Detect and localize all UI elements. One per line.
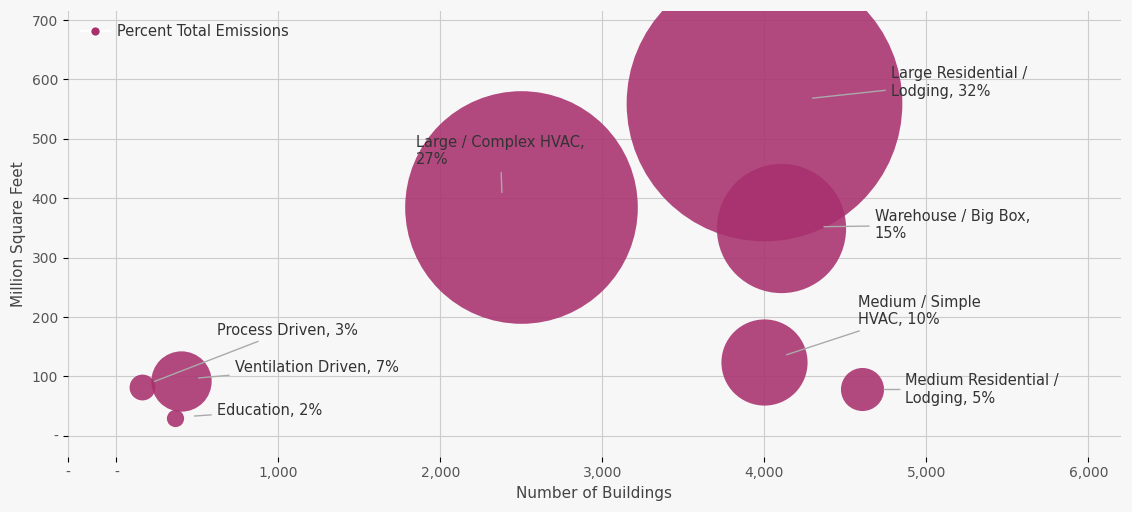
Point xyxy=(755,357,773,366)
X-axis label: Number of Buildings: Number of Buildings xyxy=(516,486,672,501)
Text: Education, 2%: Education, 2% xyxy=(195,403,323,418)
Text: Process Driven, 3%: Process Driven, 3% xyxy=(155,323,358,381)
Text: Ventilation Driven, 7%: Ventilation Driven, 7% xyxy=(198,360,398,378)
Point xyxy=(172,377,190,385)
Legend: Percent Total Emissions: Percent Total Emissions xyxy=(75,18,295,45)
Text: Large / Complex HVAC,
27%: Large / Complex HVAC, 27% xyxy=(417,135,585,193)
Text: Medium / Simple
HVAC, 10%: Medium / Simple HVAC, 10% xyxy=(787,295,981,355)
Point xyxy=(513,203,531,211)
Point xyxy=(772,224,790,232)
Y-axis label: Million Square Feet: Million Square Feet xyxy=(11,161,26,307)
Text: Warehouse / Big Box,
15%: Warehouse / Big Box, 15% xyxy=(824,209,1030,241)
Point xyxy=(755,99,773,108)
Point xyxy=(165,414,183,422)
Text: Medium Residential /
Lodging, 5%: Medium Residential / Lodging, 5% xyxy=(884,373,1060,406)
Point xyxy=(134,383,152,391)
Text: Large Residential /
Lodging, 32%: Large Residential / Lodging, 32% xyxy=(813,66,1027,99)
Point xyxy=(852,386,871,394)
